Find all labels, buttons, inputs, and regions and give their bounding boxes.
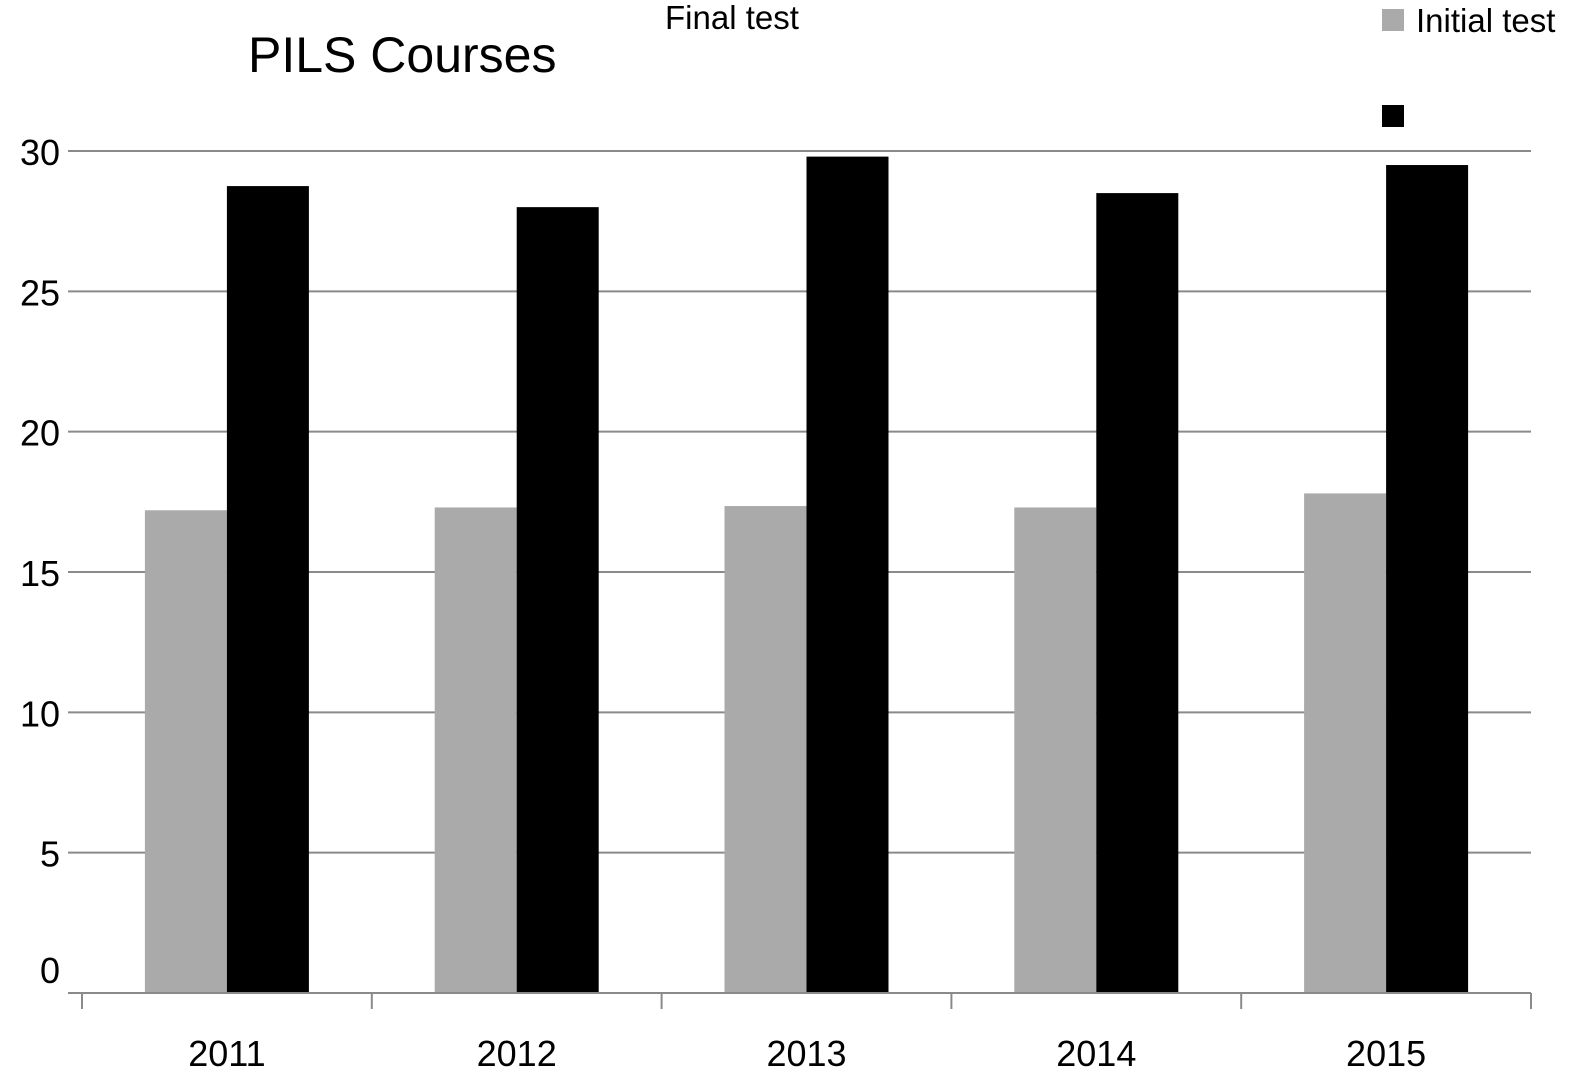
y-tick-label: 30 xyxy=(20,132,60,173)
bar-final-test-2012 xyxy=(516,207,599,994)
y-tick-label: 10 xyxy=(20,693,60,734)
bar-initial-test-2015 xyxy=(1304,493,1387,993)
y-tick-label: 25 xyxy=(20,272,60,313)
x-tick-label: 2013 xyxy=(766,1033,846,1074)
y-tick-label: 0 xyxy=(40,950,60,991)
bar-final-test-2013 xyxy=(806,156,889,993)
bar-initial-test-2014 xyxy=(1014,507,1097,993)
bar-final-test-2014 xyxy=(1096,193,1179,994)
x-tick-label: 2012 xyxy=(477,1033,557,1074)
legend-swatch-initial-test xyxy=(1382,9,1404,31)
y-tick-label: 5 xyxy=(40,834,60,875)
bar-initial-test-2013 xyxy=(724,506,807,993)
bars xyxy=(144,156,1469,994)
bar-final-test-2015 xyxy=(1386,165,1469,994)
bar-initial-test-2011 xyxy=(144,510,227,993)
x-tick-label: 2011 xyxy=(188,1033,265,1074)
y-tick-label: 20 xyxy=(20,413,60,454)
legend-label-final-test: Final test xyxy=(665,0,799,36)
bar-initial-test-2012 xyxy=(434,507,517,993)
legend-swatch-final-test xyxy=(1382,105,1404,127)
x-axis: 2011 2012 2013 2014 2015 xyxy=(68,992,1532,1074)
x-tick-label: 2015 xyxy=(1346,1033,1426,1074)
bar-final-test-2011 xyxy=(226,186,309,994)
chart-title: PILS Courses xyxy=(248,27,556,83)
legend-label-initial-test: Initial test xyxy=(1416,2,1555,39)
x-tick-label: 2014 xyxy=(1056,1033,1136,1074)
legend: Initial test Final test xyxy=(665,0,1555,127)
y-axis-ticks: 0 5 10 15 20 25 30 xyxy=(20,132,60,991)
y-tick-label: 15 xyxy=(20,553,60,594)
